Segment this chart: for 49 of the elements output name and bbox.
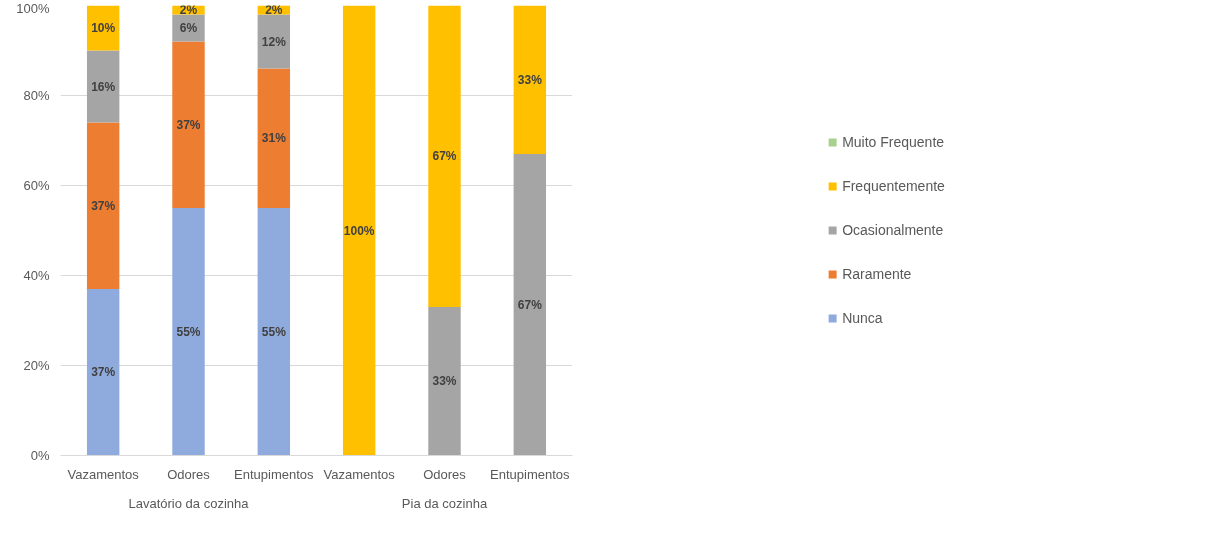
x-tick-label: Vazamentos	[323, 466, 396, 482]
x-tick-label: Entupimentos	[490, 466, 571, 482]
y-tick-label: 80%	[23, 88, 50, 103]
data-label: 2%	[179, 3, 198, 17]
bar	[257, 14, 291, 69]
data-label: 12%	[261, 34, 287, 49]
data-label: 67%	[432, 149, 457, 164]
x-tick-label: Odores	[167, 466, 211, 482]
data-label: 67%	[517, 297, 543, 312]
data-label: 16%	[91, 79, 116, 94]
bar	[172, 41, 205, 208]
bar	[428, 307, 461, 456]
data-label: 33%	[517, 72, 543, 87]
x-tick-label: Odores	[423, 466, 467, 482]
legend-label: Raramente	[842, 266, 912, 282]
data-label: 6%	[179, 21, 198, 35]
y-tick-label: 20%	[23, 358, 50, 373]
text: Pia da cozinha	[401, 495, 488, 511]
y-tick-label: 60%	[23, 178, 50, 193]
bar	[257, 208, 291, 456]
data-label: 2%	[265, 3, 283, 17]
bar	[513, 154, 547, 456]
data-label: 37%	[91, 365, 116, 380]
data-label: 10%	[91, 21, 116, 35]
x-tick-label: Entupimentos	[234, 466, 315, 482]
data-label: 31%	[261, 131, 287, 146]
bar	[513, 5, 547, 154]
data-label: 37%	[91, 198, 116, 213]
legend-label: Nunca	[842, 310, 883, 326]
data-label: 55%	[261, 324, 287, 339]
bar	[86, 122, 120, 289]
y-tick-label: 40%	[23, 268, 50, 283]
data-label: 100%	[343, 223, 375, 238]
x-tick-label: Vazamentos	[67, 466, 140, 482]
bar	[86, 50, 120, 123]
bar	[428, 5, 461, 307]
data-label: 33%	[432, 374, 457, 389]
data-label: 37%	[176, 117, 201, 132]
text: Lavatório da cozinha	[128, 495, 250, 511]
bar	[86, 289, 120, 456]
bar	[172, 208, 205, 456]
legend-label: Muito Frequente	[842, 134, 945, 150]
y-tick-label: 0%	[30, 448, 50, 463]
bar	[257, 68, 291, 208]
bar	[342, 5, 376, 456]
legend-label: Frequentemente	[842, 178, 945, 194]
legend-label: Ocasionalmente	[842, 222, 944, 238]
data-label: 55%	[176, 324, 201, 339]
y-tick-label: 100%	[16, 0, 50, 16]
